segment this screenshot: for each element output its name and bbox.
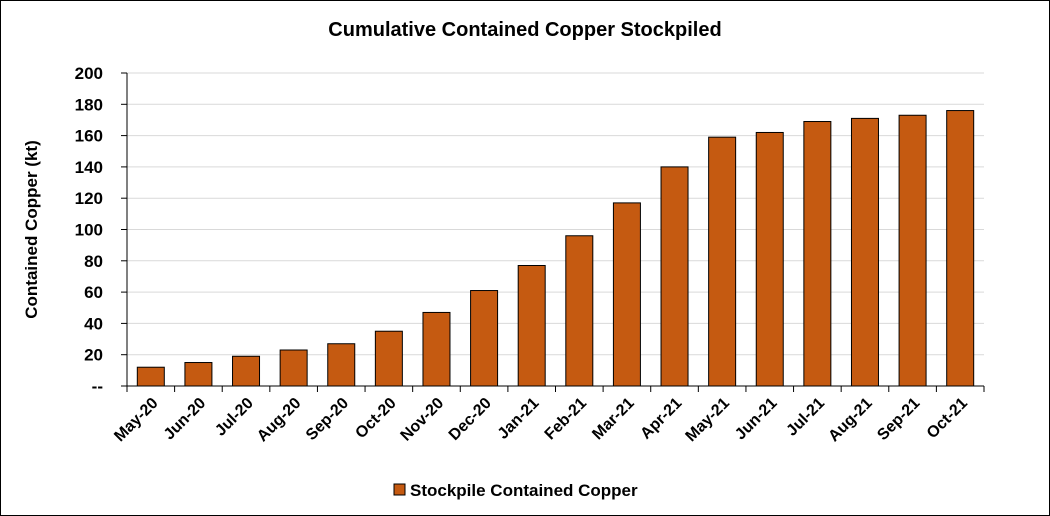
y-tick-label: 60 <box>84 283 103 302</box>
x-tick-label: Jun-20 <box>161 395 210 444</box>
y-tick-label: 120 <box>75 189 103 208</box>
y-tick-label: 200 <box>75 64 103 83</box>
x-tick-label: May-21 <box>683 395 733 445</box>
bar <box>184 362 213 387</box>
bar <box>565 235 594 387</box>
bar <box>422 311 451 387</box>
legend-label: Stockpile Contained Copper <box>410 481 638 500</box>
x-tick-label: Sep-20 <box>303 395 352 444</box>
x-tick-label: Nov-20 <box>398 395 448 445</box>
y-tick-label: 160 <box>75 127 103 146</box>
bar <box>136 366 165 387</box>
x-tick-label: Sep-21 <box>874 395 923 444</box>
y-tick-label: 20 <box>84 346 103 365</box>
bar <box>517 264 546 387</box>
x-tick-label: Apr-21 <box>637 395 685 443</box>
x-tick-label: Jan-21 <box>495 395 543 443</box>
y-tick-label: 140 <box>75 158 103 177</box>
x-tick-label: Oct-20 <box>352 395 399 442</box>
x-tick-label: Mar-21 <box>589 395 638 444</box>
bar <box>708 136 737 387</box>
x-tick-label: Jul-21 <box>783 395 828 440</box>
chart-title: Cumulative Contained Copper Stockpiled <box>328 19 721 41</box>
legend-swatch <box>393 483 406 496</box>
bar <box>470 290 499 387</box>
x-tick-label: Jul-20 <box>212 395 257 440</box>
x-tick-label: Feb-21 <box>542 395 591 444</box>
bar <box>660 166 689 387</box>
bar <box>279 349 308 387</box>
bar <box>898 114 927 387</box>
y-tick-label: -- <box>92 377 103 396</box>
bar <box>374 330 403 387</box>
y-tick-label: 80 <box>84 252 103 271</box>
x-tick-label: Dec-20 <box>446 395 495 444</box>
y-tick-label: 40 <box>84 314 103 333</box>
bar <box>755 131 784 387</box>
y-axis-label: Contained Copper (kt) <box>22 140 41 319</box>
bar <box>327 343 356 387</box>
y-tick-label: 100 <box>75 221 103 240</box>
bar <box>612 202 641 387</box>
bar <box>850 117 879 387</box>
x-tick-label: Aug-21 <box>825 395 875 445</box>
bar <box>803 121 832 387</box>
y-tick-label: 180 <box>75 95 103 114</box>
x-tick-label: Jun-21 <box>732 395 781 444</box>
bar <box>232 355 261 387</box>
x-tick-label: Aug-20 <box>254 395 304 445</box>
bar <box>946 110 975 387</box>
x-tick-label: May-20 <box>111 395 161 445</box>
x-tick-label: Oct-21 <box>924 395 971 442</box>
